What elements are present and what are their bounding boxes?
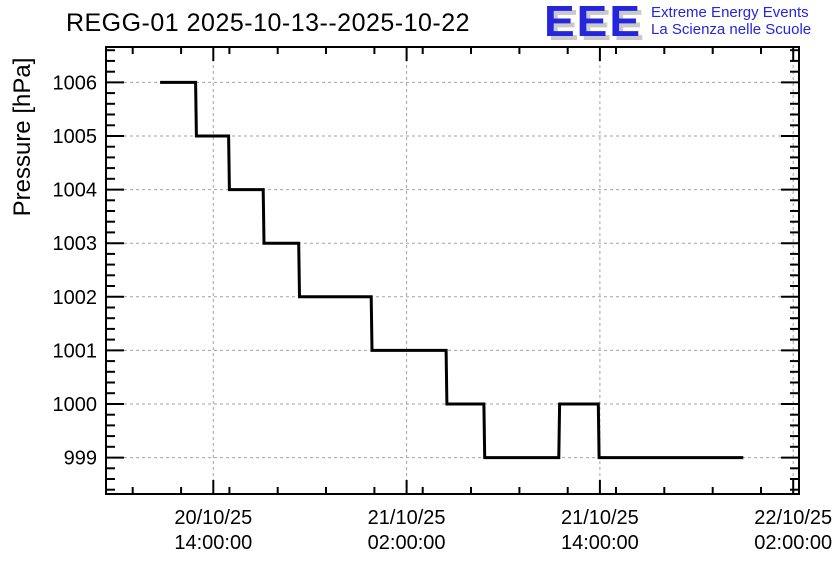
pressure-series-line [160, 80, 744, 460]
gridlines [106, 47, 799, 494]
y-axis-tick-labels: 999 1000 1001 1002 1003 1004 1005 1006 [53, 72, 98, 469]
svg-text:14:00:00: 14:00:00 [174, 532, 252, 554]
svg-text:20/10/25: 20/10/25 [174, 507, 252, 529]
svg-text:999: 999 [64, 448, 97, 470]
svg-text:Pressure [hPa]: Pressure [hPa] [9, 58, 36, 217]
svg-text:1002: 1002 [53, 287, 98, 309]
chart-title: REGG-01 2025-10-13--2025-10-22 [65, 9, 471, 37]
svg-text:1001: 1001 [53, 340, 98, 362]
eee-logo-tagline-2: La Scienza nelle Scuole [651, 21, 812, 38]
svg-text:02:00:00: 02:00:00 [754, 532, 832, 554]
axis-ticks [106, 47, 799, 494]
eee-logo-acronym: EEE [544, 0, 643, 46]
eee-logo: EEE Extreme Energy Events La Scienza nel… [544, 0, 836, 46]
svg-text:1005: 1005 [53, 126, 98, 148]
svg-text:14:00:00: 14:00:00 [561, 532, 639, 554]
svg-text:1003: 1003 [53, 233, 98, 255]
svg-text:02:00:00: 02:00:00 [368, 532, 446, 554]
svg-text:1000: 1000 [53, 394, 98, 416]
eee-logo-taglines: Extreme Energy Events La Scienza nelle S… [651, 2, 811, 38]
plot-frame [105, 46, 800, 495]
svg-text:21/10/25: 21/10/25 [368, 507, 446, 529]
y-axis-title: Pressure [hPa] [9, 58, 36, 217]
eee-logo-tagline-1: Extreme Energy Events [651, 4, 809, 21]
svg-text:21/10/25: 21/10/25 [561, 507, 639, 529]
svg-text:1004: 1004 [53, 180, 98, 202]
x-axis-tick-labels: 20/10/25 14:00:00 21/10/25 02:00:00 21/10/25… [174, 507, 832, 554]
svg-text:1006: 1006 [53, 72, 98, 94]
svg-text:22/10/25: 22/10/25 [754, 507, 832, 529]
